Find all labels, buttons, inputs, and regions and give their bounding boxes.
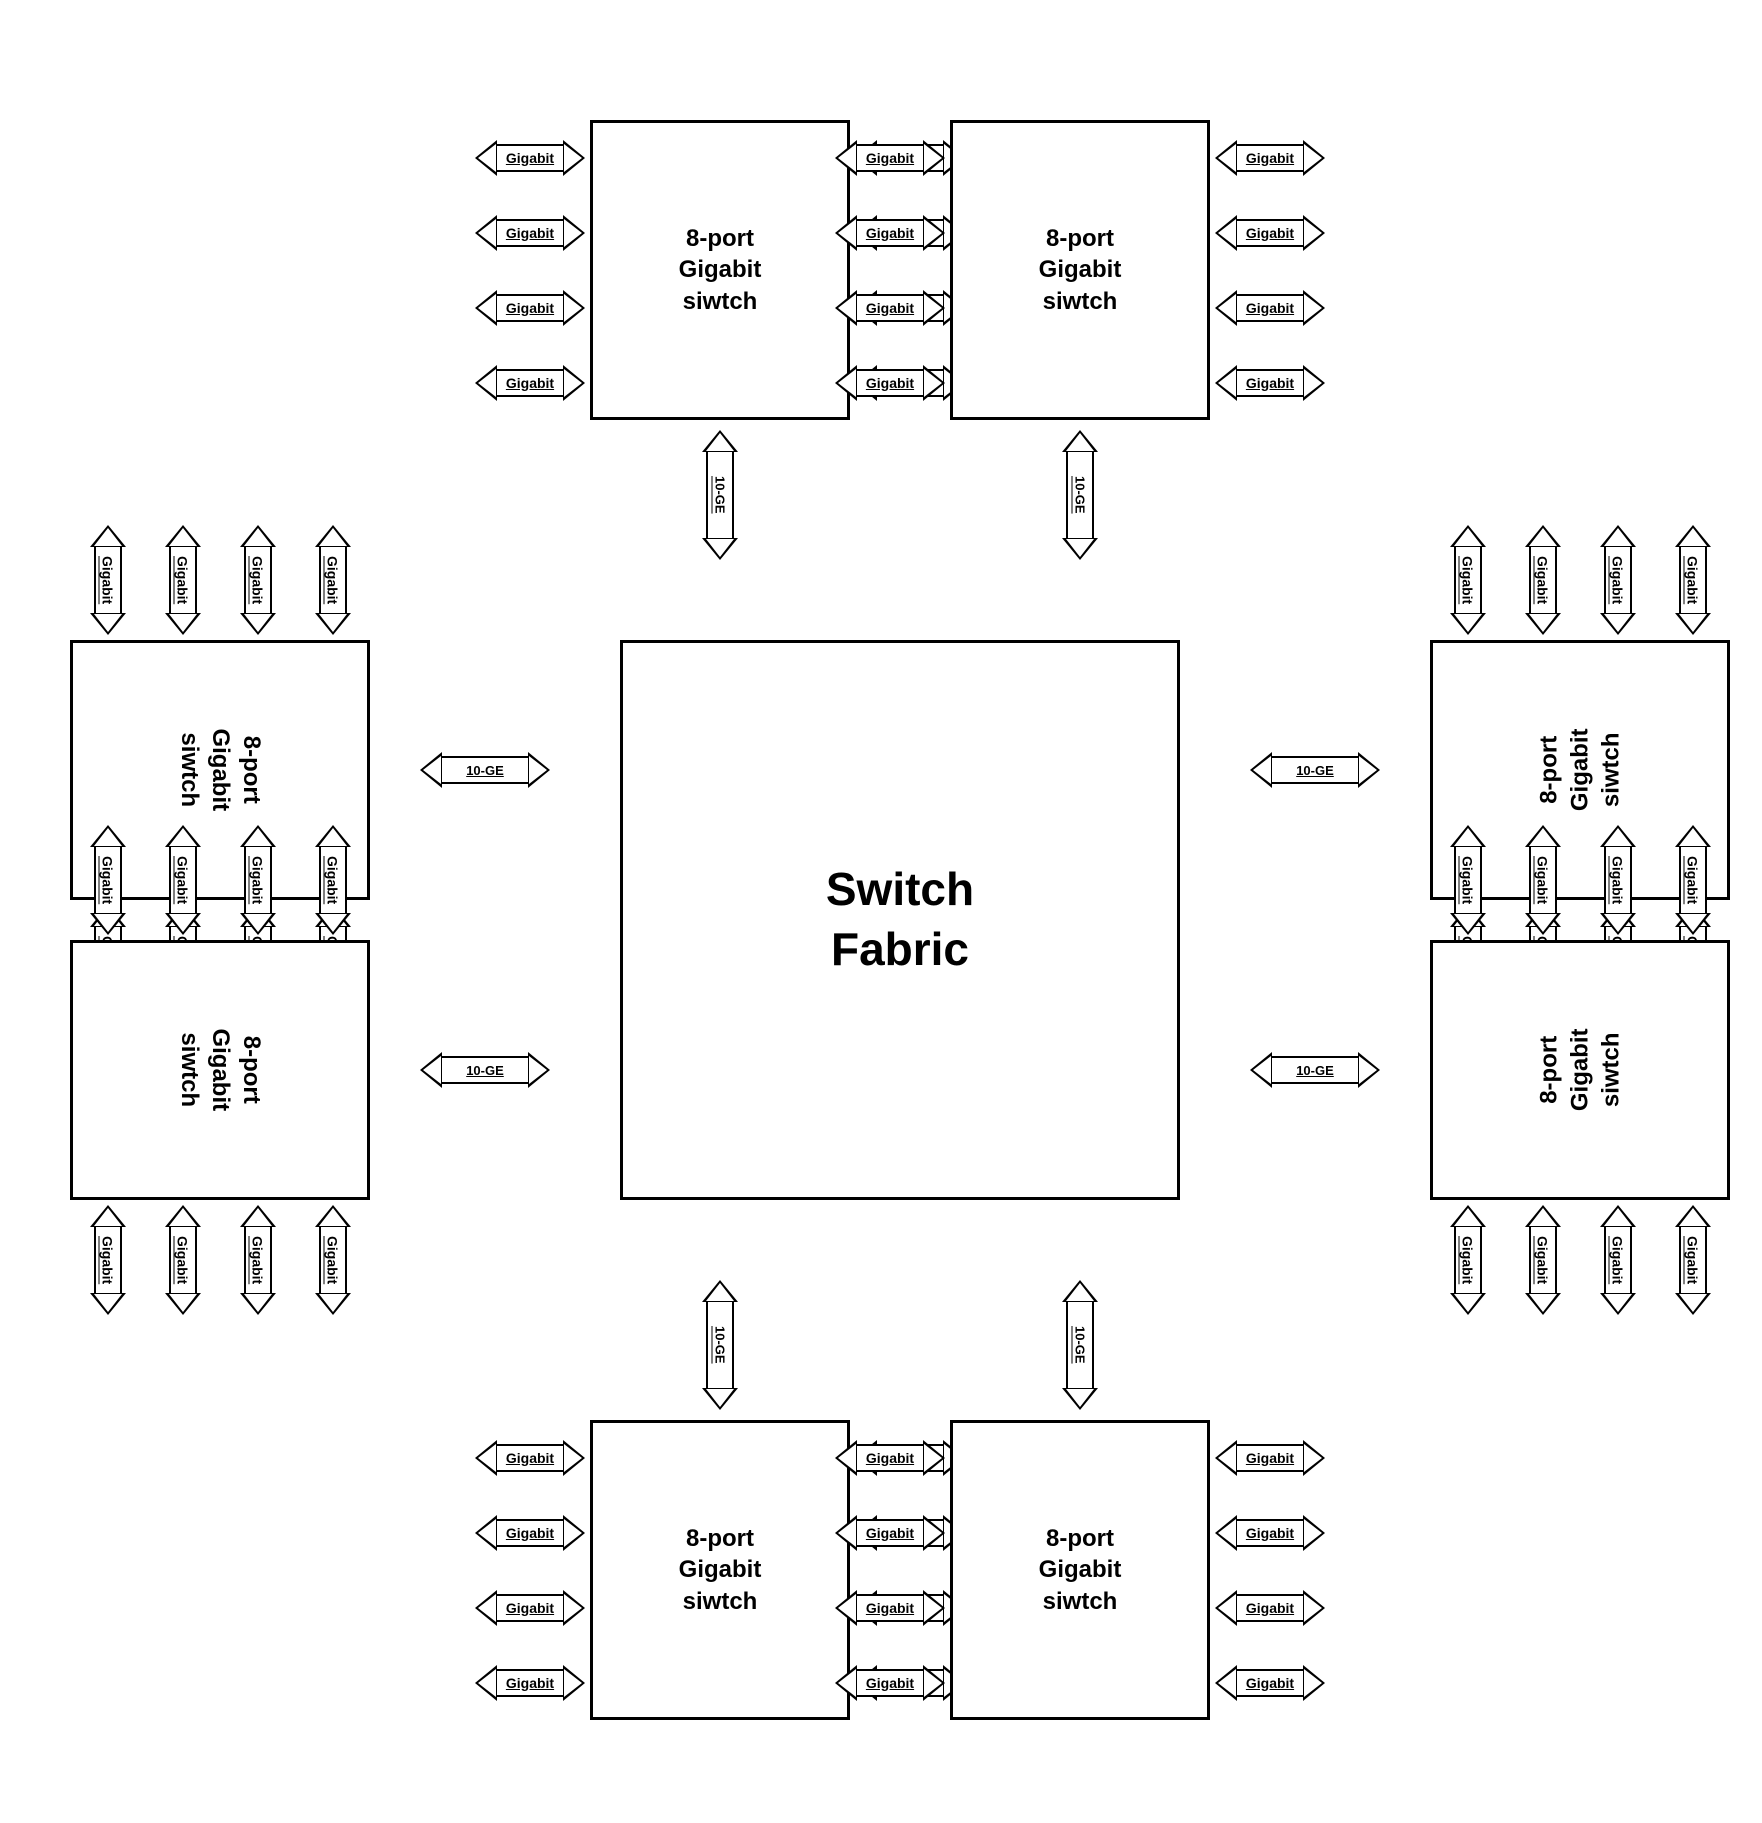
arrow-gigabit: Gigabit bbox=[1675, 525, 1711, 635]
arrow-gigabit: Gigabit bbox=[475, 140, 585, 176]
arrow-gigabit: Gigabit bbox=[165, 525, 201, 635]
arrow-gigabit: Gigabit bbox=[835, 215, 945, 251]
diagram-canvas: SwitchFabric8-portGigabitsiwtchGigabitGi… bbox=[20, 20, 1762, 1803]
arrow-gigabit: Gigabit bbox=[1215, 1590, 1325, 1626]
arrow-gigabit: Gigabit bbox=[1215, 1440, 1325, 1476]
arrow-gigabit: Gigabit bbox=[315, 825, 351, 935]
arrow-gigabit: Gigabit bbox=[1525, 1205, 1561, 1315]
arrow-gigabit: Gigabit bbox=[1215, 140, 1325, 176]
switch-bot-left: 8-portGigabitsiwtch bbox=[590, 1420, 850, 1720]
fabric-label-1: Switch bbox=[826, 863, 974, 915]
arrow-gigabit: Gigabit bbox=[475, 290, 585, 326]
arrow-gigabit: Gigabit bbox=[835, 290, 945, 326]
arrow-gigabit: Gigabit bbox=[1675, 1205, 1711, 1315]
arrow-gigabit: Gigabit bbox=[1450, 1205, 1486, 1315]
arrow-gigabit: Gigabit bbox=[475, 1515, 585, 1551]
arrow-gigabit: Gigabit bbox=[475, 1590, 585, 1626]
arrow-gigabit: Gigabit bbox=[835, 1665, 945, 1701]
arrow-10-ge: 10-GE bbox=[420, 1050, 550, 1090]
switch-top-right: 8-portGigabitsiwtch bbox=[950, 120, 1210, 420]
arrow-10-ge: 10-GE bbox=[420, 750, 550, 790]
switch-bot-right: 8-portGigabitsiwtch bbox=[950, 1420, 1210, 1720]
arrow-gigabit: Gigabit bbox=[90, 1205, 126, 1315]
arrow-gigabit: Gigabit bbox=[1525, 825, 1561, 935]
arrow-gigabit: Gigabit bbox=[1215, 1665, 1325, 1701]
arrow-10-ge: 10-GE bbox=[700, 430, 740, 560]
arrow-gigabit: Gigabit bbox=[1450, 525, 1486, 635]
arrow-gigabit: Gigabit bbox=[835, 140, 945, 176]
arrow-gigabit: Gigabit bbox=[90, 525, 126, 635]
fabric-label-2: Fabric bbox=[831, 923, 969, 975]
arrow-gigabit: Gigabit bbox=[835, 1440, 945, 1476]
arrow-gigabit: Gigabit bbox=[315, 1205, 351, 1315]
arrow-gigabit: Gigabit bbox=[165, 825, 201, 935]
switch-left-bot: 8-portGigabitsiwtch bbox=[70, 940, 370, 1200]
arrow-gigabit: Gigabit bbox=[315, 525, 351, 635]
arrow-gigabit: Gigabit bbox=[1215, 290, 1325, 326]
arrow-gigabit: Gigabit bbox=[1215, 365, 1325, 401]
arrow-gigabit: Gigabit bbox=[240, 525, 276, 635]
arrow-gigabit: Gigabit bbox=[475, 1665, 585, 1701]
arrow-gigabit: Gigabit bbox=[475, 215, 585, 251]
arrow-10-ge: 10-GE bbox=[1250, 750, 1380, 790]
arrow-gigabit: Gigabit bbox=[90, 825, 126, 935]
arrow-gigabit: Gigabit bbox=[835, 1515, 945, 1551]
arrow-10-ge: 10-GE bbox=[1060, 430, 1100, 560]
arrow-gigabit: Gigabit bbox=[1450, 825, 1486, 935]
arrow-10-ge: 10-GE bbox=[1060, 1280, 1100, 1410]
arrow-gigabit: Gigabit bbox=[475, 1440, 585, 1476]
arrow-gigabit: Gigabit bbox=[1600, 1205, 1636, 1315]
arrow-gigabit: Gigabit bbox=[1675, 825, 1711, 935]
arrow-gigabit: Gigabit bbox=[1525, 525, 1561, 635]
arrow-gigabit: Gigabit bbox=[1215, 215, 1325, 251]
arrow-10-ge: 10-GE bbox=[1250, 1050, 1380, 1090]
arrow-gigabit: Gigabit bbox=[165, 1205, 201, 1315]
arrow-gigabit: Gigabit bbox=[1600, 825, 1636, 935]
switch-right-bot: 8-portGigabitsiwtch bbox=[1430, 940, 1730, 1200]
arrow-gigabit: Gigabit bbox=[1600, 525, 1636, 635]
switch-top-left: 8-portGigabitsiwtch bbox=[590, 120, 850, 420]
arrow-gigabit: Gigabit bbox=[1215, 1515, 1325, 1551]
switch-fabric: Switch Fabric bbox=[620, 640, 1180, 1200]
arrow-gigabit: Gigabit bbox=[835, 1590, 945, 1626]
arrow-gigabit: Gigabit bbox=[240, 1205, 276, 1315]
arrow-gigabit: Gigabit bbox=[240, 825, 276, 935]
arrow-10-ge: 10-GE bbox=[700, 1280, 740, 1410]
arrow-gigabit: Gigabit bbox=[475, 365, 585, 401]
arrow-gigabit: Gigabit bbox=[835, 365, 945, 401]
